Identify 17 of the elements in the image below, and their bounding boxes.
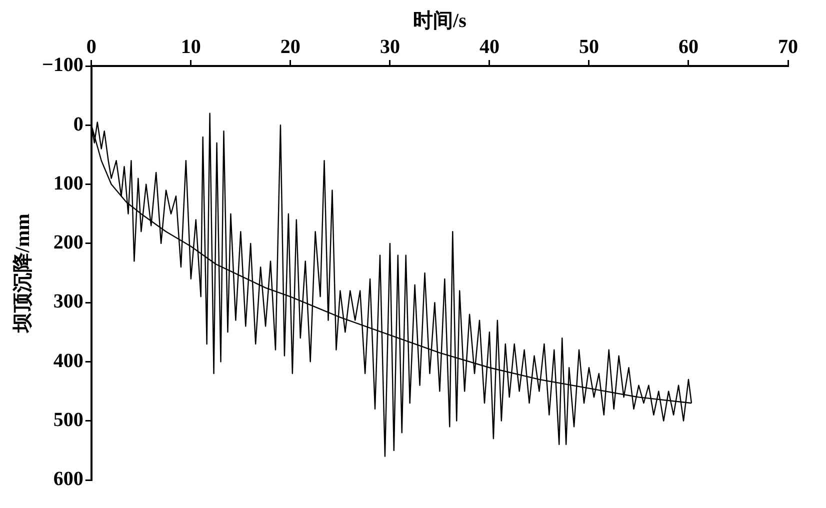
y-tick-label: 100 bbox=[53, 172, 84, 194]
x-tick-label: 20 bbox=[280, 36, 300, 58]
y-tick-label: 600 bbox=[53, 468, 84, 490]
y-tick-label: 0 bbox=[73, 113, 84, 136]
x-tick-label: 40 bbox=[479, 36, 500, 58]
y-tick-label: 300 bbox=[53, 290, 84, 313]
y-axis-title: 坝顶沉降/mm bbox=[12, 213, 34, 334]
x-tick-label: 10 bbox=[180, 36, 201, 58]
x-tick-label: 30 bbox=[380, 36, 400, 58]
y-tick-label: 400 bbox=[53, 350, 84, 372]
y-tick-label: 200 bbox=[53, 232, 84, 254]
x-axis-title: 时间/s bbox=[413, 10, 467, 32]
x-tick-label: 50 bbox=[578, 36, 599, 58]
x-tick-label: 70 bbox=[778, 36, 798, 58]
y-tick-label: −100 bbox=[42, 54, 84, 76]
x-tick-label: 60 bbox=[678, 36, 698, 58]
y-tick-label: 500 bbox=[53, 409, 84, 432]
